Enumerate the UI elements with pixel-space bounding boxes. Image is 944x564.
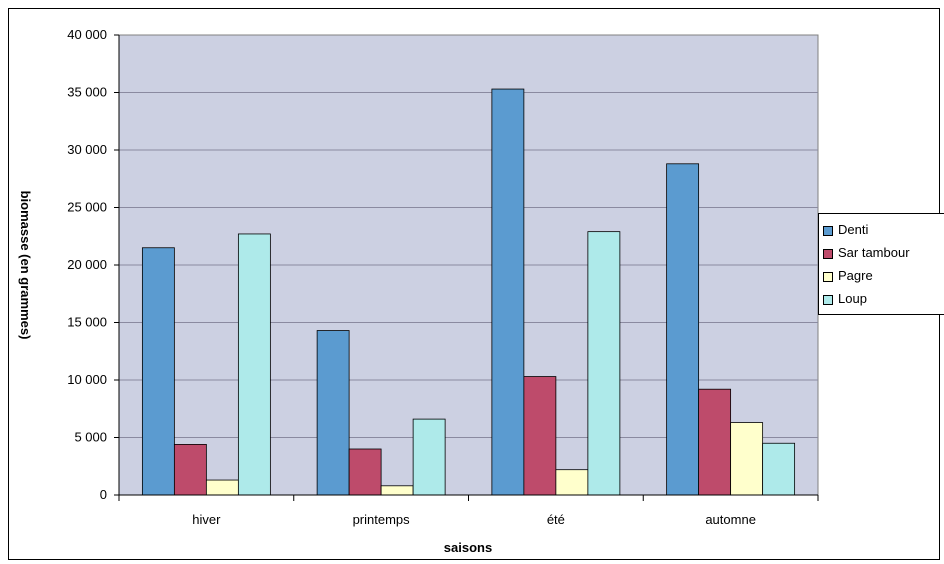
x-tick-label: hiver: [192, 512, 221, 527]
y-tick-label: 30 000: [67, 142, 107, 157]
x-tick-label: automne: [705, 512, 756, 527]
x-axis-title: saisons: [444, 540, 492, 555]
legend: Denti Sar tambour Pagre Loup: [818, 213, 944, 315]
x-tick-label: été: [547, 512, 565, 527]
x-tick-label: printemps: [353, 512, 411, 527]
bar-sar-tambour-0: [173, 443, 207, 496]
legend-label: Sar tambour: [838, 245, 910, 260]
y-tick-label: 5 000: [74, 430, 107, 445]
bar-sar-tambour-3: [698, 388, 732, 496]
bar-sar-tambour-2: [523, 376, 557, 496]
bar-pagre-3: [730, 422, 764, 496]
grid-lines: [119, 92, 818, 438]
legend-swatch: [823, 295, 833, 305]
x-axis-ticks: hiver printemps été automne: [118, 495, 819, 527]
legend-swatch: [823, 226, 833, 236]
legend-label: Loup: [838, 291, 867, 306]
y-tick-label: 35 000: [67, 85, 107, 100]
bar-loup-2: [587, 231, 621, 496]
bar-denti-2: [491, 88, 525, 496]
y-axis-title: biomasse (en grammes): [18, 191, 33, 340]
bar-loup-0: [237, 233, 271, 496]
bar-denti-3: [666, 163, 700, 496]
bar-pagre-1: [380, 485, 414, 496]
bar-denti-0: [141, 247, 175, 496]
legend-label: Denti: [838, 222, 869, 237]
y-tick-label: 15 000: [67, 315, 107, 330]
y-tick-label: 0: [100, 487, 107, 502]
bar-loup-1: [412, 418, 446, 496]
bar-loup-3: [762, 442, 796, 496]
y-tick-label: 40 000: [67, 27, 107, 42]
y-tick-label: 20 000: [67, 257, 107, 272]
legend-swatch: [823, 272, 833, 282]
bar-pagre-2: [555, 469, 589, 496]
bars: [141, 88, 796, 496]
bar-denti-1: [316, 330, 350, 496]
legend-swatch: [823, 249, 833, 259]
bar-pagre-0: [205, 479, 239, 496]
legend-label: Pagre: [838, 268, 873, 283]
y-axis-ticks: 0 5 000 10 000 15 000 20 000 25 000 30 000 35 0…: [67, 27, 119, 502]
y-tick-label: 10 000: [67, 372, 107, 387]
bar-sar-tambour-1: [348, 448, 382, 496]
y-tick-label: 25 000: [67, 200, 107, 215]
